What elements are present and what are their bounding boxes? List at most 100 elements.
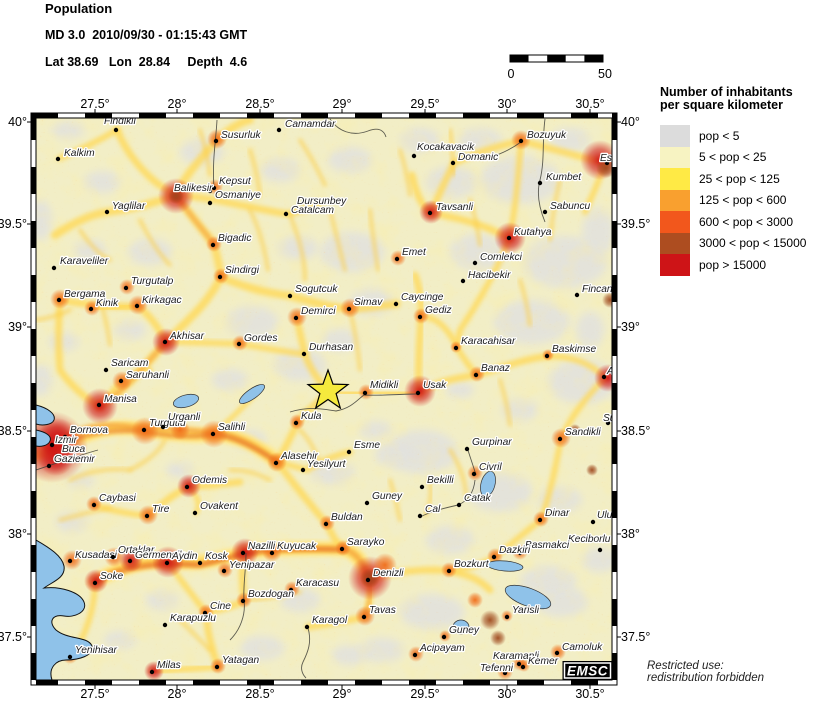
lon-tick-label-top: 29° [333,97,352,111]
population-corridor [217,273,401,314]
city-label: Su [603,413,616,424]
lon-tick-label-bottom: 29° [333,687,352,701]
city-dot [103,367,109,373]
city-dot [49,442,55,448]
lon-tick-label-top: 30.5° [575,97,604,111]
population-corridor [78,228,112,262]
city-dot [518,138,524,144]
city-dot [504,614,510,620]
city-label: Dazkiri [499,545,531,556]
population-hotspot [231,538,259,566]
city-label: Yaglilar [112,201,146,212]
sea [36,429,51,447]
city-label: Hacibekir [468,270,511,281]
lon-tick-label-top: 29.5° [410,97,439,111]
city-label: Gordes [244,333,277,344]
city-label: Ovakent [200,501,239,512]
city-dot [273,460,279,466]
city-label: Turgutalp [131,276,174,287]
city-dot [88,306,94,312]
city-label: Demirci [301,306,336,317]
river-line [487,141,522,159]
city-label: Bigadic [218,233,251,244]
city-dot [301,351,307,357]
city-dot [55,156,61,162]
city-dot [415,390,421,396]
city-label: Simav [354,297,383,308]
lat-tick-label-right: 39.5° [621,217,650,231]
city-label: Comlekci [480,252,523,263]
city-dot [517,550,523,556]
population-corridor [228,468,272,482]
river-line [289,394,365,413]
city-label: Sogutcuk [295,284,338,295]
city-dot [269,550,275,556]
city-dot [91,502,97,508]
city-label: Odemis [192,475,227,486]
city-dot [210,431,216,437]
legend: Number of inhabitants per square kilomet… [660,86,821,276]
city-label: Tavsanli [436,202,474,213]
city-label: Urganli [168,412,201,423]
page-title: Population [45,1,113,16]
population-corridor [423,478,433,517]
city-dot [104,209,110,215]
lon-tick-label-top: 30° [498,97,517,111]
city-dot [427,210,433,216]
population-hotspot [168,188,184,204]
city-dot [217,274,223,280]
city-label: Catak [464,493,492,504]
city-dot [162,622,168,628]
city-dot [127,558,133,564]
legend-item: pop < 5 [660,125,821,147]
population-corridor [138,218,172,267]
city-label: Sindirgi [225,265,260,276]
city-dot [240,550,246,556]
city-dot [323,521,329,527]
city-label: Kosk [205,551,229,562]
population-hotspot [144,661,164,680]
city-dot [214,664,220,670]
legend-swatch [660,125,690,147]
city-dot [393,301,399,307]
population-hotspot [480,610,500,630]
city-dot [590,519,596,525]
city-dot [207,200,213,206]
population-hotspot [467,592,483,608]
population-hotspot [62,550,82,570]
city-label: Saricam [111,358,149,369]
city-label: Catalcam [291,205,335,216]
city-dot [67,558,73,564]
legend-item: 25 < pop < 125 [660,168,821,190]
city-label: Baskimse [552,344,596,355]
city-label: Sabuncu [550,201,591,212]
lat-tick-label-left: 40° [8,115,27,129]
city-dot [51,265,57,271]
population-corridor [58,506,112,522]
lon-tick-label-bottom: 30° [498,687,517,701]
city-label: Emet [402,247,427,258]
population-hotspot [490,630,506,646]
city-dot [164,560,170,566]
city-dot [450,160,456,166]
city-label: Tefenni [480,663,514,674]
lat-tick-label-right: 40° [621,115,640,129]
city-label: Camamdar [285,119,336,130]
city-dot [473,372,479,378]
legend-swatch [660,211,690,233]
population-corridor [57,127,120,161]
city-dot [304,624,310,630]
population-corridor [98,298,112,347]
population-corridor [498,378,512,427]
population-corridor [202,548,250,671]
legend-item-label: 25 < pop < 125 [699,171,780,186]
population-hotspot [586,464,598,476]
lon-tick-label-top: 28° [168,97,187,111]
population-corridor [427,137,609,217]
lon-tick-label-top: 28.5° [245,97,274,111]
population-corridor [298,138,327,187]
city-dot [211,185,217,191]
city-dot [441,634,447,640]
population-corridor [468,198,482,247]
city-label: Kusadasi [75,550,118,561]
